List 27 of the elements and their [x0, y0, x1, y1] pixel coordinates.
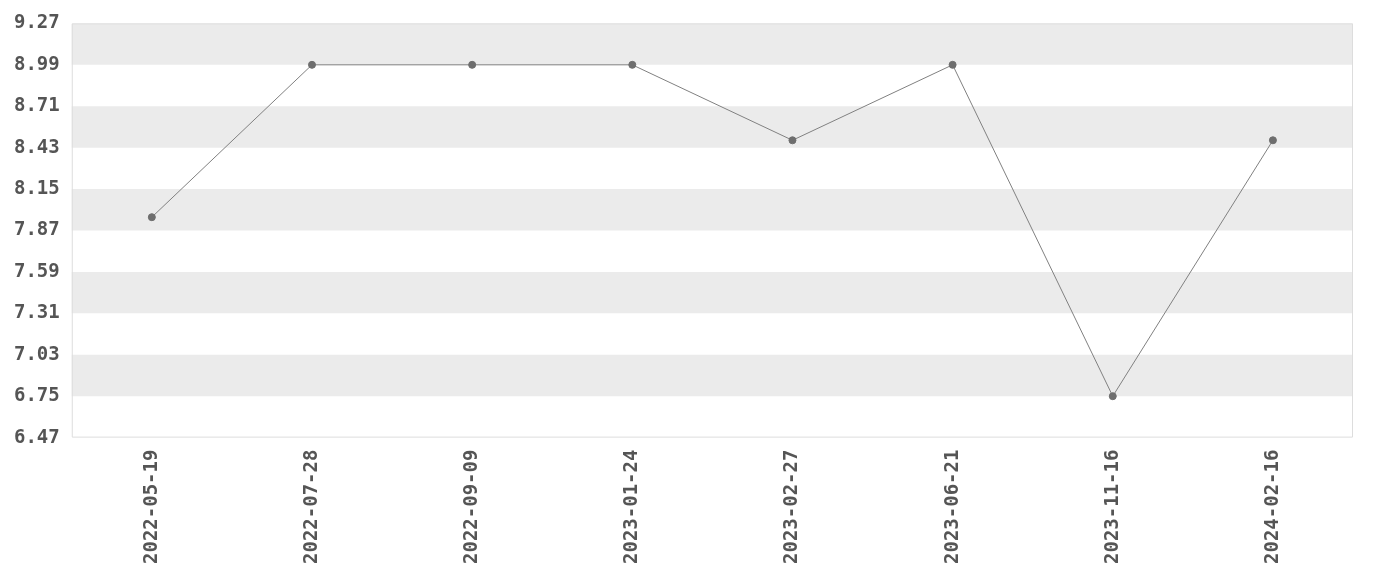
y-tick-label: 6.75	[13, 383, 60, 406]
point	[307, 60, 316, 69]
point	[1108, 392, 1117, 401]
x-tick-label: 2023-11-16	[1099, 449, 1122, 564]
point	[147, 213, 156, 222]
x-tick-label: 2022-05-19	[138, 449, 161, 564]
point	[788, 136, 797, 145]
y-tick-label: 7.31	[13, 300, 60, 323]
y-tick-label: 7.87	[13, 217, 60, 240]
point	[948, 60, 957, 69]
y-tick-label: 7.59	[13, 258, 60, 281]
y-tick-label: 8.71	[13, 93, 60, 116]
y-tick-label: 8.43	[13, 134, 60, 157]
point	[468, 60, 477, 69]
x-tick-label: 2022-07-28	[298, 449, 321, 564]
y-tick-label: 6.47	[13, 424, 60, 447]
point	[1268, 136, 1277, 145]
x-tick-label: 2022-09-09	[459, 449, 482, 564]
x-tick-label: 2023-02-27	[779, 449, 802, 564]
y-tick-label: 8.99	[13, 51, 60, 74]
x-tick-label: 2023-01-24	[619, 449, 642, 564]
point	[628, 60, 637, 69]
x-tick-label: 2024-02-16	[1259, 449, 1282, 564]
y-tick-label: 8.15	[13, 176, 60, 199]
y-tick-label: 7.03	[13, 341, 60, 364]
x-tick-label: 2023-06-21	[939, 449, 962, 564]
y-tick-label: 9.27	[13, 10, 60, 33]
